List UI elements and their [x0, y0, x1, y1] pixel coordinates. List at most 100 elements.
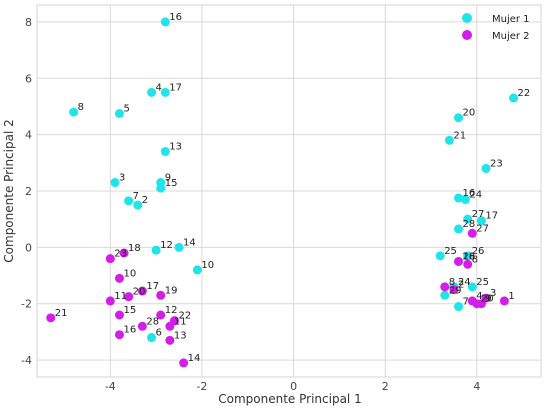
- data-point: [147, 87, 157, 97]
- data-point-label: 8: [472, 254, 478, 265]
- data-point-label: 28: [146, 316, 159, 327]
- data-point-label: 9: [485, 294, 491, 305]
- data-point: [476, 216, 486, 226]
- data-point: [156, 290, 166, 300]
- data-point: [467, 228, 477, 238]
- data-point: [105, 254, 115, 264]
- y-tick-label: 4: [25, 129, 32, 142]
- data-point-label: 27: [472, 209, 485, 220]
- data-point-label: 17: [146, 281, 159, 292]
- data-point: [449, 285, 459, 295]
- data-point-label: 5: [123, 104, 129, 115]
- data-point: [454, 113, 464, 123]
- data-point: [160, 147, 170, 157]
- data-point-label: 16: [123, 325, 136, 336]
- y-tick-label: -2: [21, 298, 32, 311]
- data-point-label: 3: [490, 288, 496, 299]
- data-point: [165, 321, 175, 331]
- data-point-label: 3: [119, 173, 125, 184]
- data-point-label: 27: [476, 223, 489, 234]
- data-point-label: 20: [463, 108, 476, 119]
- data-point-label: 11: [114, 291, 127, 302]
- data-point: [160, 87, 170, 97]
- data-point-label: 24: [469, 189, 482, 200]
- data-point-label: 24: [458, 277, 471, 288]
- data-point-label: 10: [123, 268, 136, 279]
- data-point: [174, 242, 184, 252]
- legend-label: Mujer 2: [492, 31, 530, 42]
- data-point-label: 18: [463, 251, 476, 262]
- legend: Mujer 1 Mujer 2: [462, 13, 530, 42]
- data-point-label: 2: [142, 195, 148, 206]
- data-point-label: 15: [165, 178, 178, 189]
- data-point: [440, 282, 450, 292]
- data-point: [454, 193, 464, 203]
- data-point-label: 11: [174, 316, 187, 327]
- data-point: [46, 313, 56, 323]
- data-point-label: 8: [449, 277, 455, 288]
- data-point: [137, 321, 147, 331]
- data-point: [124, 292, 134, 302]
- data-point-label: 25: [476, 277, 489, 288]
- data-point-label: 21: [55, 308, 68, 319]
- y-tick-label: 8: [25, 16, 32, 29]
- data-point-label: 23: [114, 249, 127, 260]
- y-axis-title: Componente Principal 2: [2, 119, 16, 262]
- data-point-label: 21: [453, 130, 466, 141]
- data-point: [151, 245, 161, 255]
- legend-marker: [462, 30, 472, 40]
- data-point: [463, 214, 473, 224]
- data-point: [454, 302, 464, 312]
- data-point: [499, 296, 509, 306]
- data-point-label: 8: [78, 102, 84, 113]
- data-points: [46, 17, 519, 368]
- data-point: [444, 135, 454, 145]
- data-point-label: 12: [160, 240, 173, 251]
- data-point: [463, 251, 473, 261]
- data-point: [124, 196, 134, 206]
- data-point-label: 23: [490, 158, 503, 169]
- data-point: [454, 224, 464, 234]
- data-point-label: 14: [183, 237, 196, 248]
- y-tick-label: 0: [25, 241, 32, 254]
- data-point-label: 4: [476, 291, 482, 302]
- data-point-label: 22: [178, 311, 191, 322]
- data-point: [160, 17, 170, 27]
- x-tick-label: -4: [105, 380, 116, 393]
- data-point-label: 20: [481, 294, 494, 305]
- data-point: [476, 299, 486, 309]
- data-point-label: 25: [444, 246, 457, 257]
- data-point: [463, 259, 473, 269]
- data-point-label: 6: [156, 328, 162, 339]
- data-point: [114, 273, 124, 283]
- data-point: [165, 335, 175, 345]
- data-point-label: 7: [133, 191, 139, 202]
- data-point-label: 10: [201, 260, 214, 271]
- data-point: [156, 310, 166, 320]
- data-point: [179, 358, 189, 368]
- data-point-label: 13: [174, 330, 187, 341]
- x-tick-label: -2: [196, 380, 207, 393]
- data-point-label: 28: [463, 219, 476, 230]
- data-point: [114, 109, 124, 118]
- data-point: [481, 163, 491, 173]
- y-tick-label: 6: [25, 72, 32, 85]
- data-point-label: 22: [518, 88, 531, 99]
- data-point: [509, 93, 519, 103]
- data-point-label: 16: [463, 188, 476, 199]
- data-point-label: 26: [472, 246, 485, 257]
- data-point: [156, 183, 166, 193]
- data-point: [137, 286, 147, 296]
- data-point: [460, 194, 470, 204]
- legend-label: Mujer 1: [492, 14, 530, 25]
- data-point-label: 2: [458, 280, 464, 291]
- data-point: [119, 248, 129, 258]
- data-point: [133, 200, 143, 210]
- data-point-label: 29: [449, 285, 462, 296]
- x-tick-label: 0: [290, 380, 297, 393]
- x-tick-label: 2: [382, 380, 389, 393]
- data-point-label: 1: [508, 291, 514, 302]
